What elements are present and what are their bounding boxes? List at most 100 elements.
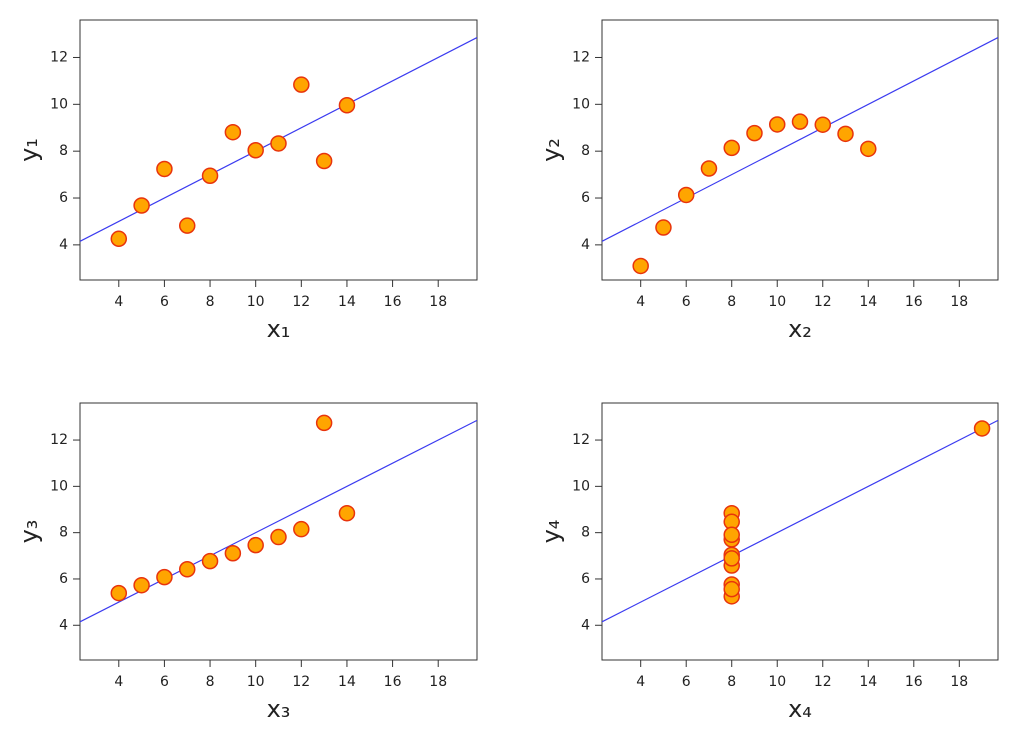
- y-tick-label: 12: [50, 49, 68, 65]
- point: [338, 97, 356, 114]
- point: [973, 420, 991, 437]
- x-tick-label: 10: [247, 674, 265, 690]
- point: [860, 140, 877, 158]
- x-axis-label: x₁: [267, 315, 291, 343]
- x-tick-label: 18: [429, 674, 447, 690]
- x-tick-label: 10: [768, 294, 786, 310]
- point: [270, 135, 287, 152]
- y-tick-label: 8: [59, 525, 68, 541]
- x-tick-label: 12: [292, 674, 310, 690]
- y-axis-label: y₁: [15, 138, 43, 162]
- y-tick-label: 6: [581, 571, 590, 587]
- x-tick-label: 4: [636, 294, 645, 310]
- y-tick-label: 8: [581, 525, 590, 541]
- x-tick-label: 4: [636, 674, 645, 690]
- x-tick-label: 16: [905, 294, 923, 310]
- point: [133, 576, 150, 594]
- plot-frame: [79, 402, 478, 661]
- y-tick-label: 4: [59, 237, 68, 253]
- y-tick-label: 10: [572, 96, 590, 112]
- point: [224, 545, 242, 562]
- plot-frame: [79, 19, 478, 281]
- x-tick-label: 8: [206, 294, 215, 310]
- x-axis-label: x₂: [788, 315, 812, 343]
- x-tick-label: 18: [950, 294, 968, 310]
- point: [156, 160, 173, 178]
- point: [723, 550, 740, 567]
- x-tick-label: 8: [727, 294, 736, 310]
- y-tick-label: 6: [59, 571, 68, 587]
- point: [201, 552, 219, 570]
- point: [110, 584, 128, 602]
- point: [224, 123, 242, 141]
- y-axis-label: y₄: [537, 520, 565, 544]
- point: [201, 167, 219, 185]
- plot-frame: [601, 402, 999, 661]
- x-tick-label: 6: [682, 674, 691, 690]
- point: [247, 536, 264, 554]
- y-tick-label: 10: [572, 478, 590, 494]
- point: [837, 125, 854, 143]
- x-tick-label: 8: [727, 674, 736, 690]
- point: [723, 580, 740, 598]
- y-tick-label: 6: [59, 190, 68, 206]
- x-tick-label: 6: [160, 674, 169, 690]
- point: [791, 113, 809, 130]
- x-tick-label: 4: [114, 674, 123, 690]
- point: [110, 230, 128, 248]
- x-tick-label: 18: [950, 674, 968, 690]
- point: [293, 76, 310, 93]
- point: [270, 528, 287, 546]
- point: [156, 568, 173, 586]
- point: [133, 197, 150, 214]
- y-tick-label: 12: [572, 432, 590, 448]
- point: [247, 141, 264, 159]
- point: [655, 219, 672, 236]
- x-tick-label: 8: [206, 674, 215, 690]
- point: [293, 520, 310, 538]
- point: [178, 217, 196, 234]
- x-tick-label: 18: [429, 294, 447, 310]
- y-tick-label: 4: [581, 617, 590, 633]
- fit-line: [602, 419, 998, 623]
- x-tick-label: 6: [682, 294, 691, 310]
- y-tick-label: 8: [59, 143, 68, 159]
- y-tick-label: 12: [50, 432, 68, 448]
- point: [746, 124, 763, 142]
- point: [723, 526, 740, 543]
- y-tick-label: 8: [581, 143, 590, 159]
- point: [677, 186, 695, 204]
- y-tick-label: 10: [50, 96, 68, 112]
- y-tick-label: 4: [59, 617, 68, 633]
- x-tick-label: 14: [859, 294, 877, 310]
- point: [315, 152, 333, 170]
- x-axis-label: x₃: [267, 695, 291, 723]
- x-tick-label: 12: [292, 294, 310, 310]
- y-tick-label: 6: [581, 190, 590, 206]
- x-tick-label: 14: [338, 294, 356, 310]
- x-tick-label: 16: [384, 674, 402, 690]
- y-axis-label: y₃: [15, 520, 43, 544]
- y-axis-label: y₂: [537, 138, 565, 162]
- fit-line: [602, 37, 998, 242]
- x-tick-label: 10: [247, 294, 265, 310]
- x-axis-label: x₄: [788, 695, 812, 723]
- y-tick-label: 4: [581, 237, 590, 253]
- x-tick-label: 14: [338, 674, 356, 690]
- point: [632, 257, 649, 275]
- point: [178, 560, 196, 578]
- x-tick-label: 12: [814, 294, 832, 310]
- plot-frame: [601, 19, 999, 281]
- x-tick-label: 14: [859, 674, 877, 690]
- point: [700, 160, 718, 177]
- x-tick-label: 4: [114, 294, 123, 310]
- y-tick-label: 10: [50, 478, 68, 494]
- point: [768, 116, 786, 133]
- point: [338, 504, 356, 522]
- point: [723, 139, 740, 157]
- x-tick-label: 12: [814, 674, 832, 690]
